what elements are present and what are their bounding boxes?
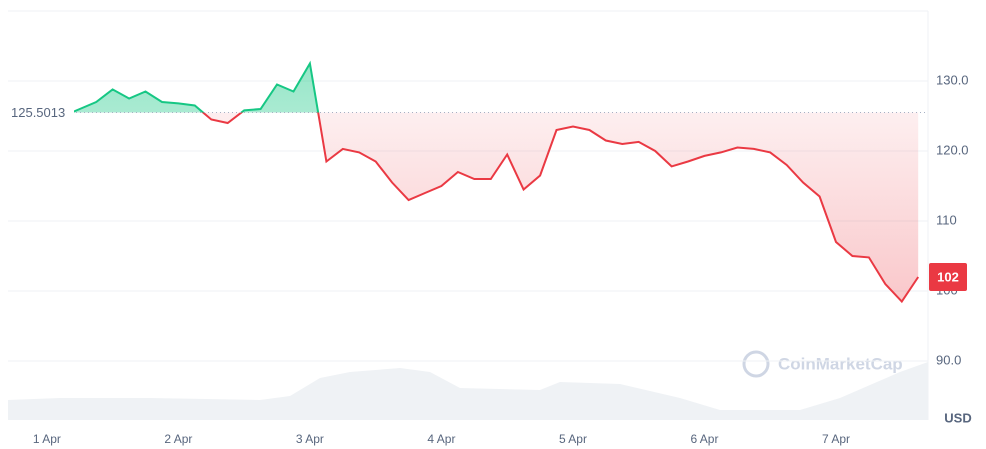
x-tick-label: 7 Apr xyxy=(822,432,850,446)
current-price-label: 102 xyxy=(937,269,959,284)
baseline-label-box xyxy=(6,102,74,123)
x-tick-label: 1 Apr xyxy=(33,432,61,446)
x-tick-label: 2 Apr xyxy=(164,432,192,446)
price-line-down xyxy=(13,112,920,304)
current-price-tag xyxy=(929,263,967,291)
watermark-text: CoinMarketCap xyxy=(778,354,903,373)
watermark: CoinMarketCap xyxy=(742,350,903,378)
watermark-logo xyxy=(742,350,770,378)
price-line-up xyxy=(21,60,320,113)
y-tick-label: 130.0 xyxy=(936,72,969,87)
y-tick-label: 120.0 xyxy=(936,142,969,157)
x-tick-label: 3 Apr xyxy=(296,432,324,446)
x-tick-label: 6 Apr xyxy=(690,432,718,446)
currency-label: USD xyxy=(944,410,971,425)
x-tick-label: 5 Apr xyxy=(559,432,587,446)
y-tick-label: 90.0 xyxy=(936,352,961,367)
volume-area xyxy=(8,362,928,420)
x-tick-label: 4 Apr xyxy=(427,432,455,446)
y-tick-label: 110 xyxy=(936,212,957,227)
baseline-label: 125.5013 xyxy=(11,105,65,120)
area-up xyxy=(24,63,319,113)
